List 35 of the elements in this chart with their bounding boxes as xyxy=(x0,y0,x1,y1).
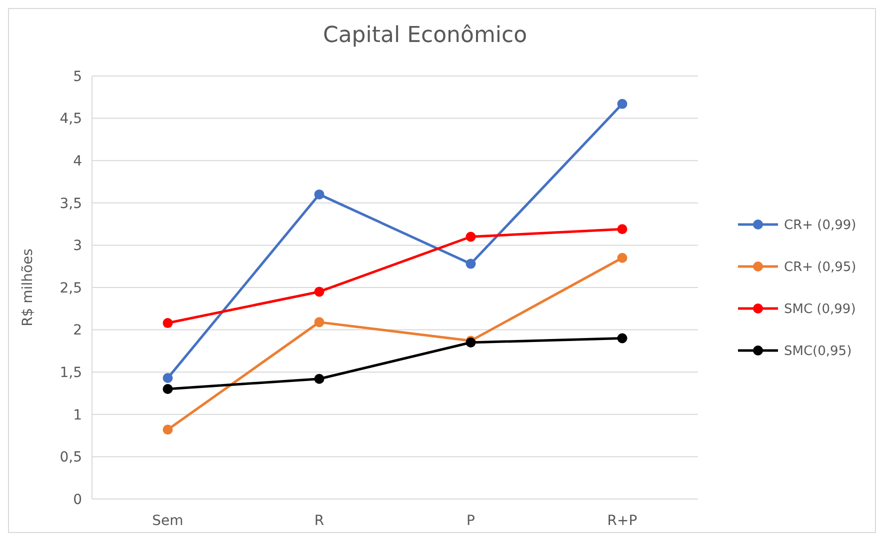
point xyxy=(314,317,324,328)
point xyxy=(162,384,173,394)
chart-title: Capital Econômico xyxy=(322,23,528,48)
y-tick-label: 5 xyxy=(73,68,82,85)
point xyxy=(162,318,173,328)
x-tick-label: R xyxy=(314,513,324,529)
y-tick-label: 2,5 xyxy=(60,280,82,296)
point xyxy=(314,286,324,297)
y-tick-label: 0 xyxy=(73,492,82,508)
y-tick-label: 4,5 xyxy=(60,111,82,128)
point xyxy=(314,189,324,200)
point xyxy=(162,373,173,384)
x-tick-label: R+P xyxy=(607,513,638,529)
legend-label: CR+ (0,99) xyxy=(784,218,856,234)
point xyxy=(466,258,476,269)
point xyxy=(162,424,173,435)
y-tick-label: 1 xyxy=(73,407,82,424)
legend-label: SMC (0,99) xyxy=(784,302,856,318)
x-tick-label: Sem xyxy=(152,513,184,529)
y-tick-label: 1,5 xyxy=(60,365,82,381)
point xyxy=(617,252,628,263)
x-tick-label: P xyxy=(466,513,475,529)
point xyxy=(617,98,628,109)
y-axis-title: R$ milhões xyxy=(20,248,36,326)
y-tick-label: 0,5 xyxy=(60,450,82,466)
legend-label: SMC(0,95) xyxy=(784,344,852,360)
point xyxy=(466,232,476,242)
y-tick-label: 3,5 xyxy=(60,196,82,212)
point xyxy=(314,374,324,384)
y-tick-label: 2 xyxy=(73,322,82,339)
point xyxy=(617,224,628,234)
point xyxy=(617,333,628,344)
y-tick-label: 3 xyxy=(73,238,82,254)
legend-label: CR+ (0,95) xyxy=(784,260,856,276)
y-tick-label: 4 xyxy=(73,154,82,170)
